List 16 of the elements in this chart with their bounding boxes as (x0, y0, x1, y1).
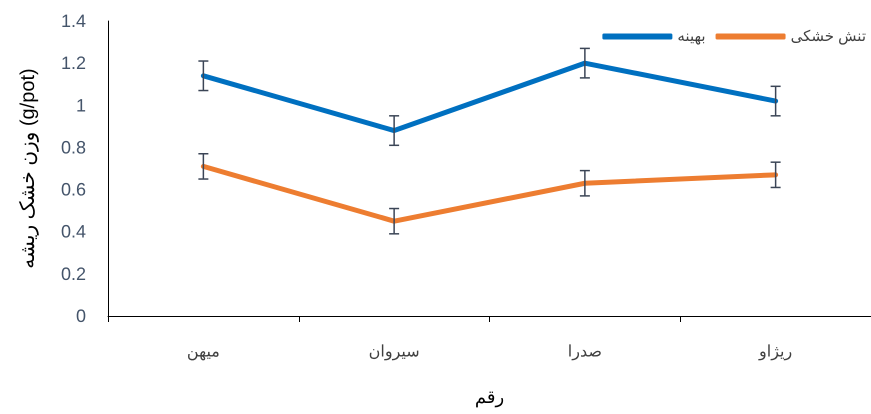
y-tick-label: 0.6 (60, 180, 86, 200)
y-tick-label: 0.4 (60, 222, 86, 242)
legend-label: بهینه (677, 28, 706, 45)
y-tick-label: 0.2 (60, 264, 86, 284)
x-tick-label: سیروان (368, 344, 420, 360)
legend-label: تنش خشکی (790, 28, 866, 45)
y-tick-label: 0.8 (60, 137, 86, 158)
y-tick-label: 1.2 (60, 53, 86, 74)
y-tick-label: 1.4 (60, 11, 86, 31)
y-tick-label: 0 (76, 306, 86, 326)
y-tick-label: 1 (76, 95, 86, 116)
x-tick-label: ریژاو (758, 344, 792, 360)
y-axis-title: وزن خشک ریشه (g/pot) (17, 68, 39, 269)
x-tick-label: صدرا (568, 344, 602, 360)
x-tick-label: میهن (186, 344, 220, 360)
x-axis-title: رقم (474, 387, 504, 408)
